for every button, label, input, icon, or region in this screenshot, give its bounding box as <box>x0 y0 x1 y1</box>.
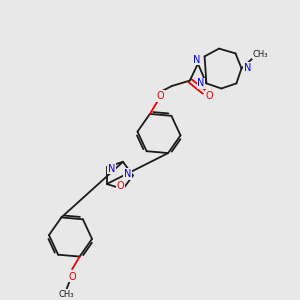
Text: N: N <box>108 164 115 173</box>
Text: O: O <box>206 91 213 100</box>
Text: O: O <box>68 272 76 282</box>
Text: O: O <box>157 91 164 101</box>
Text: CH₃: CH₃ <box>253 50 268 58</box>
Text: N: N <box>193 55 200 64</box>
Text: N: N <box>124 169 131 179</box>
Text: N: N <box>197 78 205 88</box>
Text: N: N <box>244 63 251 73</box>
Text: CH₃: CH₃ <box>59 290 74 298</box>
Text: O: O <box>117 181 124 190</box>
